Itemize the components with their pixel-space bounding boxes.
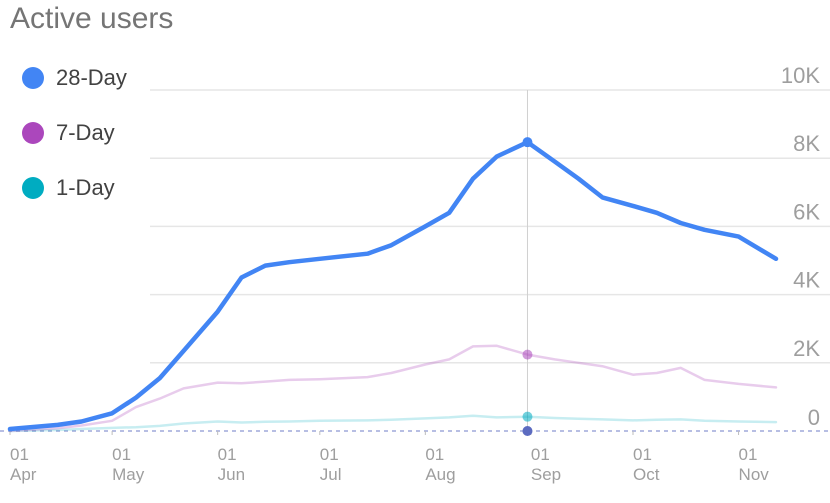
y-tick-label: 2K	[793, 336, 820, 361]
series-line-28-day	[7, 139, 779, 432]
x-tick-label: 01 Jun	[218, 445, 245, 484]
y-tick-label: 8K	[793, 131, 820, 156]
legend-dot-7-day	[22, 122, 44, 144]
hover-point-7-day	[522, 349, 533, 360]
x-tick-label: 01 Nov	[739, 445, 770, 484]
legend-dot-28-day	[22, 67, 44, 89]
series-line-7-day	[8, 344, 778, 433]
y-tick-label: 0	[808, 405, 820, 430]
legend-dot-1-day	[22, 177, 44, 199]
legend-item-28-day[interactable]: 28-Day	[22, 64, 127, 92]
x-tick-label: 01 Jul	[320, 445, 342, 484]
x-tick-label: 01 Oct	[633, 445, 660, 484]
legend-item-1-day[interactable]: 1-Day	[22, 174, 127, 202]
legend-label-1-day: 1-Day	[56, 175, 115, 200]
hover-point-1-day	[522, 411, 533, 422]
legend-label-28-day: 28-Day	[56, 65, 127, 90]
series-line-1-day	[8, 414, 778, 433]
x-tick-label: 01 May	[112, 445, 145, 484]
y-tick-label: 4K	[793, 268, 820, 293]
x-tick-label: 01 Sep	[531, 445, 561, 484]
hover-axis-marker	[522, 426, 533, 436]
x-tick-label: 01 Apr	[10, 445, 37, 484]
chart-title: Active users	[10, 2, 174, 35]
y-tick-label: 10K	[781, 63, 820, 88]
x-tick-label: 01 Aug	[425, 445, 455, 484]
legend-label-7-day: 7-Day	[56, 120, 115, 145]
hover-point-28-day	[522, 137, 533, 148]
legend-item-7-day[interactable]: 7-Day	[22, 119, 127, 147]
y-tick-label: 6K	[793, 199, 820, 224]
legend: 28-Day 7-Day 1-Day	[22, 64, 127, 229]
